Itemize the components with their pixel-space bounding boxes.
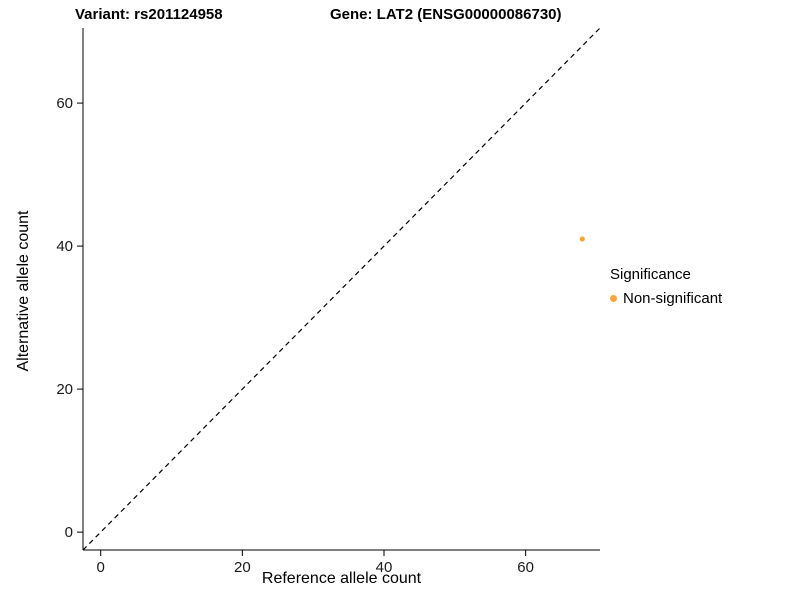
x-tick-label: 60	[517, 559, 534, 576]
legend-title: Significance	[610, 266, 691, 283]
y-tick-label: 20	[56, 381, 73, 398]
legend-item: Non-significant	[610, 290, 722, 307]
gene-title: Gene: LAT2 (ENSG00000086730)	[330, 6, 562, 23]
identity-line	[82, 27, 601, 551]
y-tick-label: 40	[56, 238, 73, 255]
y-tick-label: 0	[65, 524, 73, 541]
legend-point-icon	[610, 295, 617, 302]
x-tick-label: 0	[97, 559, 105, 576]
x-tick-label: 20	[234, 559, 251, 576]
variant-title: Variant: rs201124958	[75, 6, 223, 23]
data-point	[579, 236, 585, 242]
y-tick-label: 60	[56, 95, 73, 112]
legend-item-label: Non-significant	[623, 290, 723, 307]
legend: Significance Non-significant	[610, 266, 722, 307]
x-axis-label: Reference allele count	[261, 570, 422, 587]
x-tick-label: 40	[376, 559, 393, 576]
